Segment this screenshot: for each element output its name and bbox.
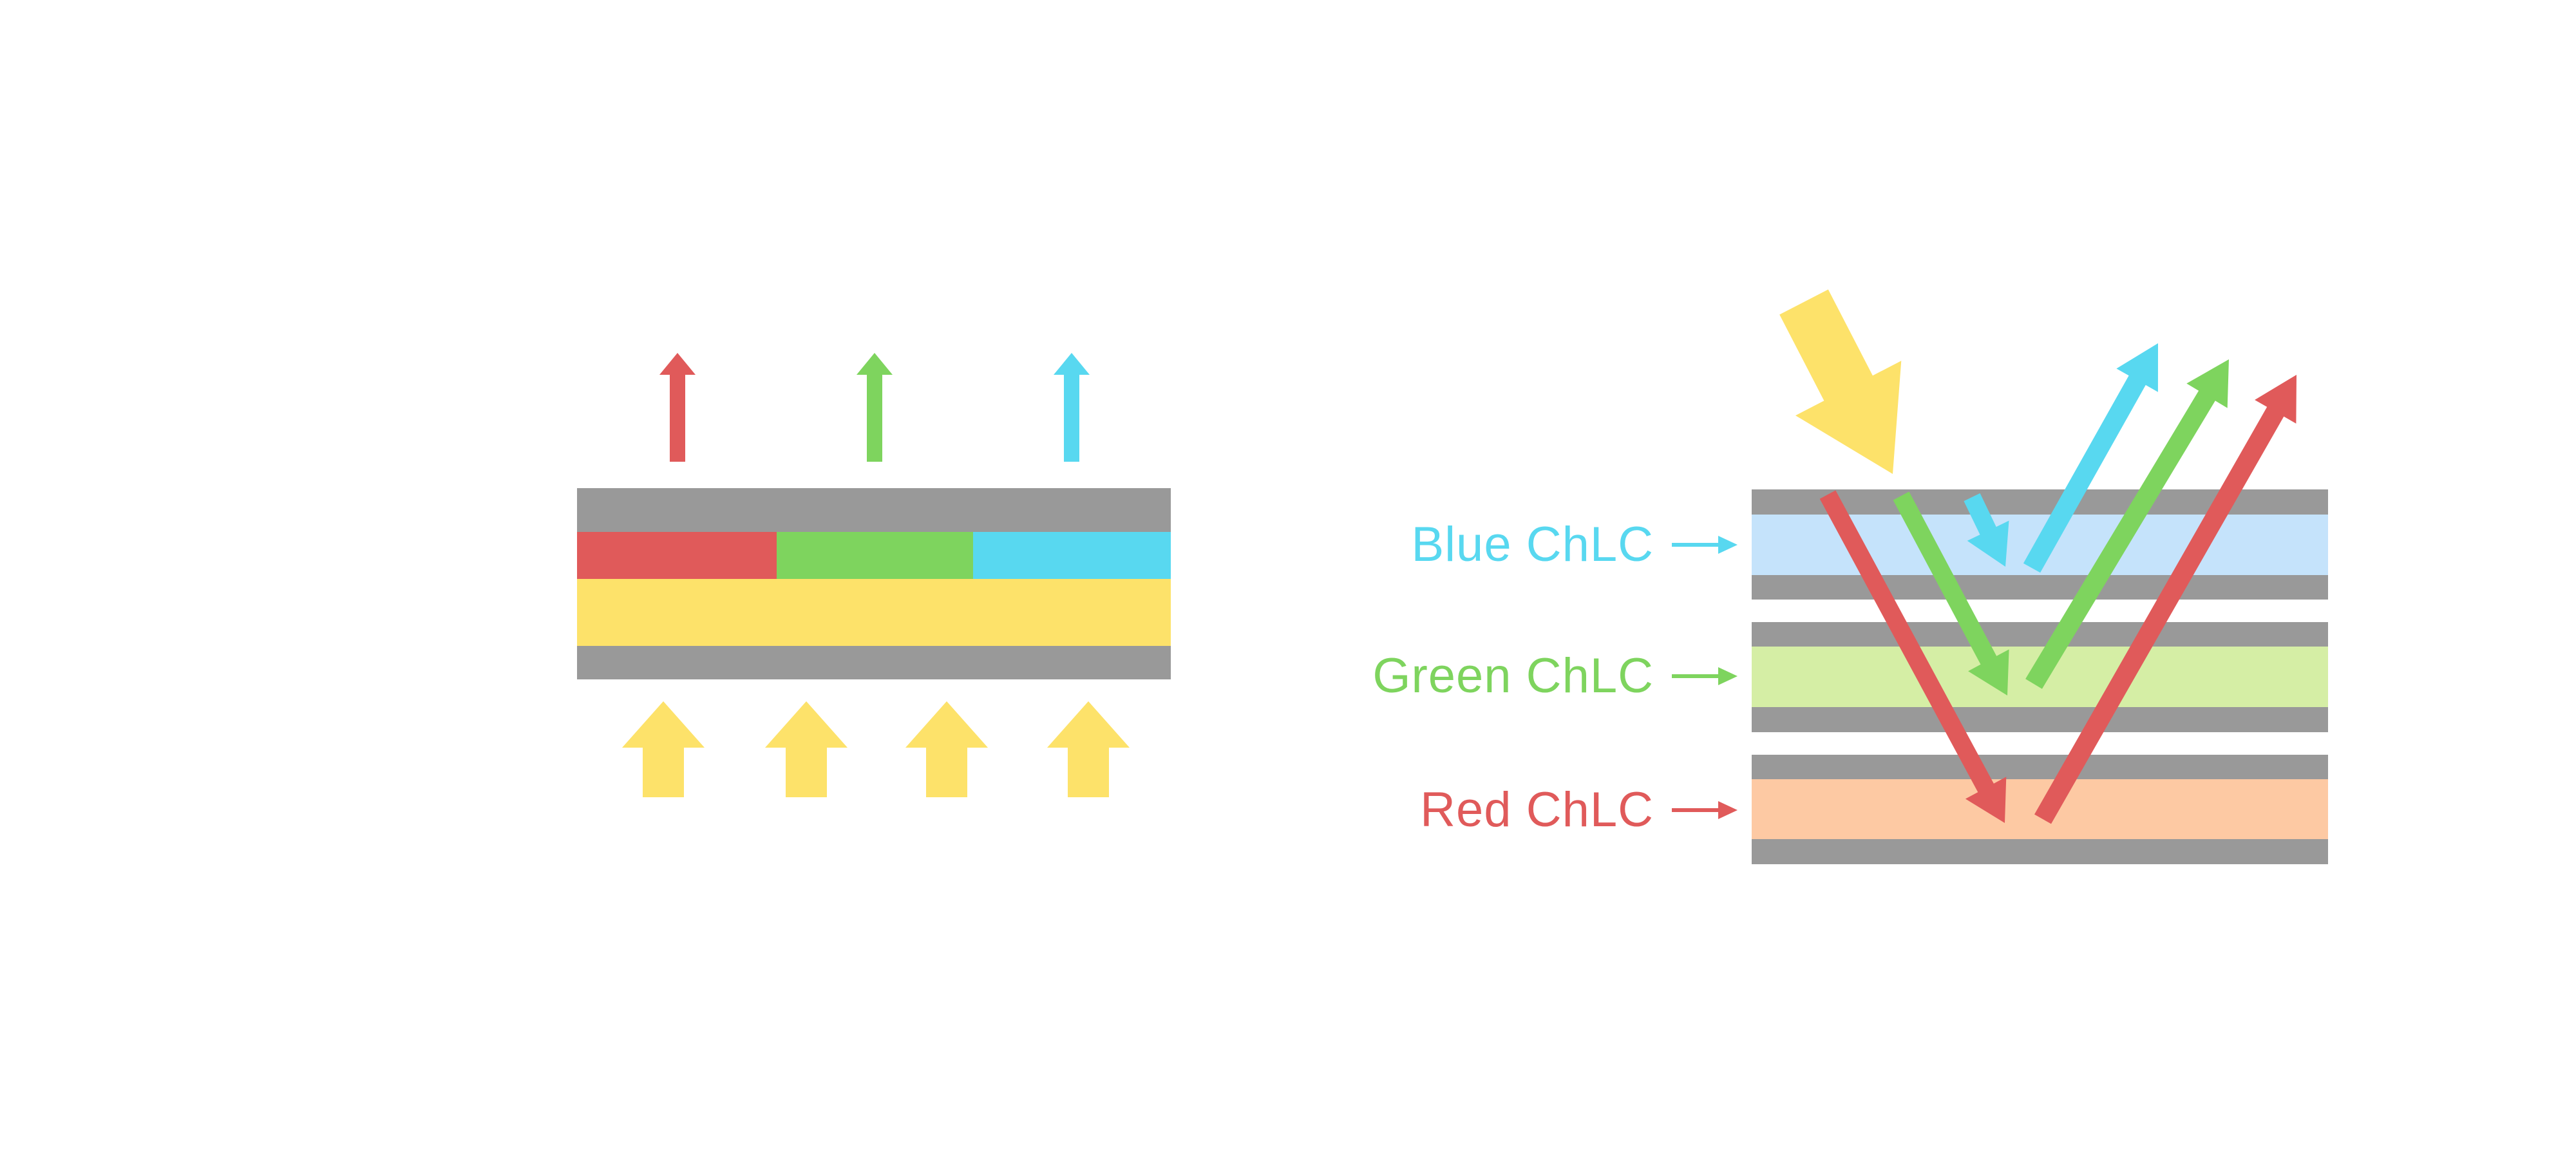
green-descending-arrow <box>1893 491 2009 695</box>
green-output-arrow <box>857 353 893 462</box>
green-label-arrow <box>1672 667 1738 685</box>
backlight-arrow-4 <box>1047 701 1130 797</box>
backlight-arrow-1 <box>622 701 705 797</box>
red-label-arrow <box>1672 801 1738 819</box>
cyan-output-arrow <box>1054 353 1090 462</box>
red-output-arrow <box>659 353 696 462</box>
left-backlight-bar <box>577 579 1171 646</box>
left-bottom-glass-bar <box>577 646 1171 679</box>
stack-glass-bar-6 <box>1752 839 2328 864</box>
backlight-arrow-3 <box>905 701 988 797</box>
red-filter-segment <box>577 532 777 579</box>
cyan-label-arrow <box>1672 536 1738 554</box>
cyan-reflected-arrow <box>2023 343 2158 573</box>
green-chlc-label: Green ChLC <box>1372 648 1654 703</box>
cyan-filter-segment <box>973 532 1171 579</box>
stack-glass-bar-4 <box>1752 707 2328 732</box>
red-descending-arrow <box>1819 490 2007 823</box>
incident-light-arrow <box>1779 289 1902 474</box>
green-filter-segment <box>777 532 973 579</box>
blue-chlc-label: Blue ChLC <box>1411 517 1654 572</box>
stack-glass-bar-5 <box>1752 755 2328 779</box>
green-reflected-arrow <box>2025 359 2229 689</box>
red-chlc-label: Red ChLC <box>1420 782 1654 837</box>
cyan-descending-arrow <box>1964 493 2009 567</box>
backlight-arrow-2 <box>765 701 848 797</box>
stack-glass-bar-3 <box>1752 622 2328 647</box>
stack-glass-bar-2 <box>1752 575 2328 600</box>
left-top-glass-bar <box>577 488 1171 532</box>
red-reflected-arrow <box>2034 375 2297 824</box>
